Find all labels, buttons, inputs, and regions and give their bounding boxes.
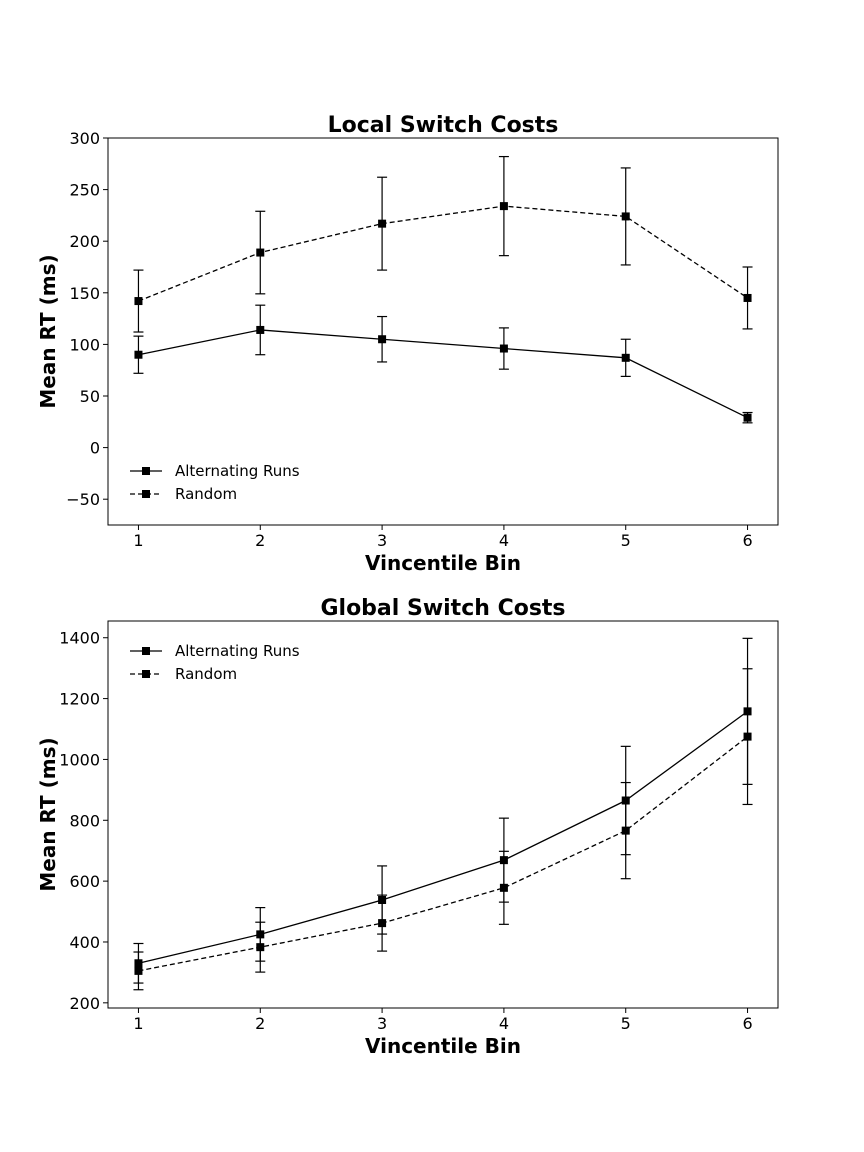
data-point xyxy=(134,297,143,306)
legend-label: Alternating Runs xyxy=(175,642,300,660)
chart-title: Local Switch Costs xyxy=(328,113,559,138)
x-axis-label: Vincentile Bin xyxy=(365,1034,521,1058)
legend: Alternating Runs Random xyxy=(130,462,300,503)
legend-marker xyxy=(142,490,150,498)
data-point xyxy=(621,826,630,835)
data-point xyxy=(134,350,143,359)
x-tick-label: 4 xyxy=(499,531,509,550)
y-tick-label: 50 xyxy=(80,387,100,406)
data-point xyxy=(743,293,752,302)
series-line xyxy=(138,710,748,964)
x-tick-label: 5 xyxy=(621,1014,631,1033)
series-line xyxy=(138,205,748,302)
series-line xyxy=(138,329,748,419)
y-tick-label: 800 xyxy=(69,811,100,830)
y-tick-label: 200 xyxy=(69,232,100,251)
local-switch-costs-chart: Local Switch Costs 1 2 3 4 5 6 −50 0 50 100 150 200 2… xyxy=(36,113,779,575)
data-point xyxy=(256,325,265,334)
x-axis-label: Vincentile Bin xyxy=(365,551,521,575)
data-point xyxy=(499,202,508,211)
x-tick-label: 4 xyxy=(499,1014,509,1033)
data-point xyxy=(621,353,630,362)
data-point xyxy=(134,966,143,975)
data-point xyxy=(499,883,508,892)
y-tick-label: 250 xyxy=(69,181,100,200)
x-tick-label: 5 xyxy=(621,531,631,550)
y-tick-label: 100 xyxy=(69,335,100,354)
data-point xyxy=(256,248,265,257)
series-random xyxy=(133,155,753,333)
data-point xyxy=(743,413,752,422)
data-point xyxy=(256,943,265,952)
y-tick-label: 400 xyxy=(69,933,100,952)
y-tick-label: −50 xyxy=(66,490,100,509)
series-random xyxy=(133,668,753,991)
x-tick-label: 1 xyxy=(133,1014,143,1033)
data-point xyxy=(378,335,387,344)
y-tick-label: 1200 xyxy=(59,690,100,709)
y-tick-label: 200 xyxy=(69,994,100,1013)
x-tick-label: 6 xyxy=(742,531,752,550)
data-point xyxy=(743,732,752,741)
plot-frame xyxy=(107,620,779,1009)
series-alternating-runs xyxy=(133,637,753,984)
legend-label: Random xyxy=(175,665,237,683)
y-tick-label: 0 xyxy=(90,439,100,458)
y-tick-label: 600 xyxy=(69,872,100,891)
y-axis-label: Mean RT (ms) xyxy=(36,737,60,891)
x-tick-label: 1 xyxy=(133,531,143,550)
y-axis-label: Mean RT (ms) xyxy=(36,254,60,408)
x-tick-label: 3 xyxy=(377,1014,387,1033)
series-line xyxy=(138,736,748,972)
y-tick-label: 300 xyxy=(69,129,100,148)
global-switch-costs-chart: Global Switch Costs 1 2 3 4 5 6 200 400 600 800 100… xyxy=(36,596,779,1058)
data-point xyxy=(499,344,508,353)
y-tick-label: 1400 xyxy=(59,629,100,648)
legend: Alternating Runs Random xyxy=(130,642,300,683)
y-tick-label: 1000 xyxy=(59,750,100,769)
chart-title: Global Switch Costs xyxy=(320,596,565,621)
data-point xyxy=(621,212,630,221)
plot-frame xyxy=(107,137,779,526)
y-tick-label: 150 xyxy=(69,284,100,303)
x-tick-label: 6 xyxy=(742,1014,752,1033)
data-point xyxy=(378,919,387,928)
series-alternating-runs xyxy=(133,304,753,424)
legend-marker xyxy=(142,670,150,678)
x-tick-label: 2 xyxy=(255,531,265,550)
legend-marker xyxy=(142,647,150,655)
data-point xyxy=(378,219,387,228)
x-tick-label: 3 xyxy=(377,531,387,550)
legend-label: Alternating Runs xyxy=(175,462,300,480)
legend-marker xyxy=(142,467,150,475)
legend-label: Random xyxy=(175,485,237,503)
x-tick-label: 2 xyxy=(255,1014,265,1033)
